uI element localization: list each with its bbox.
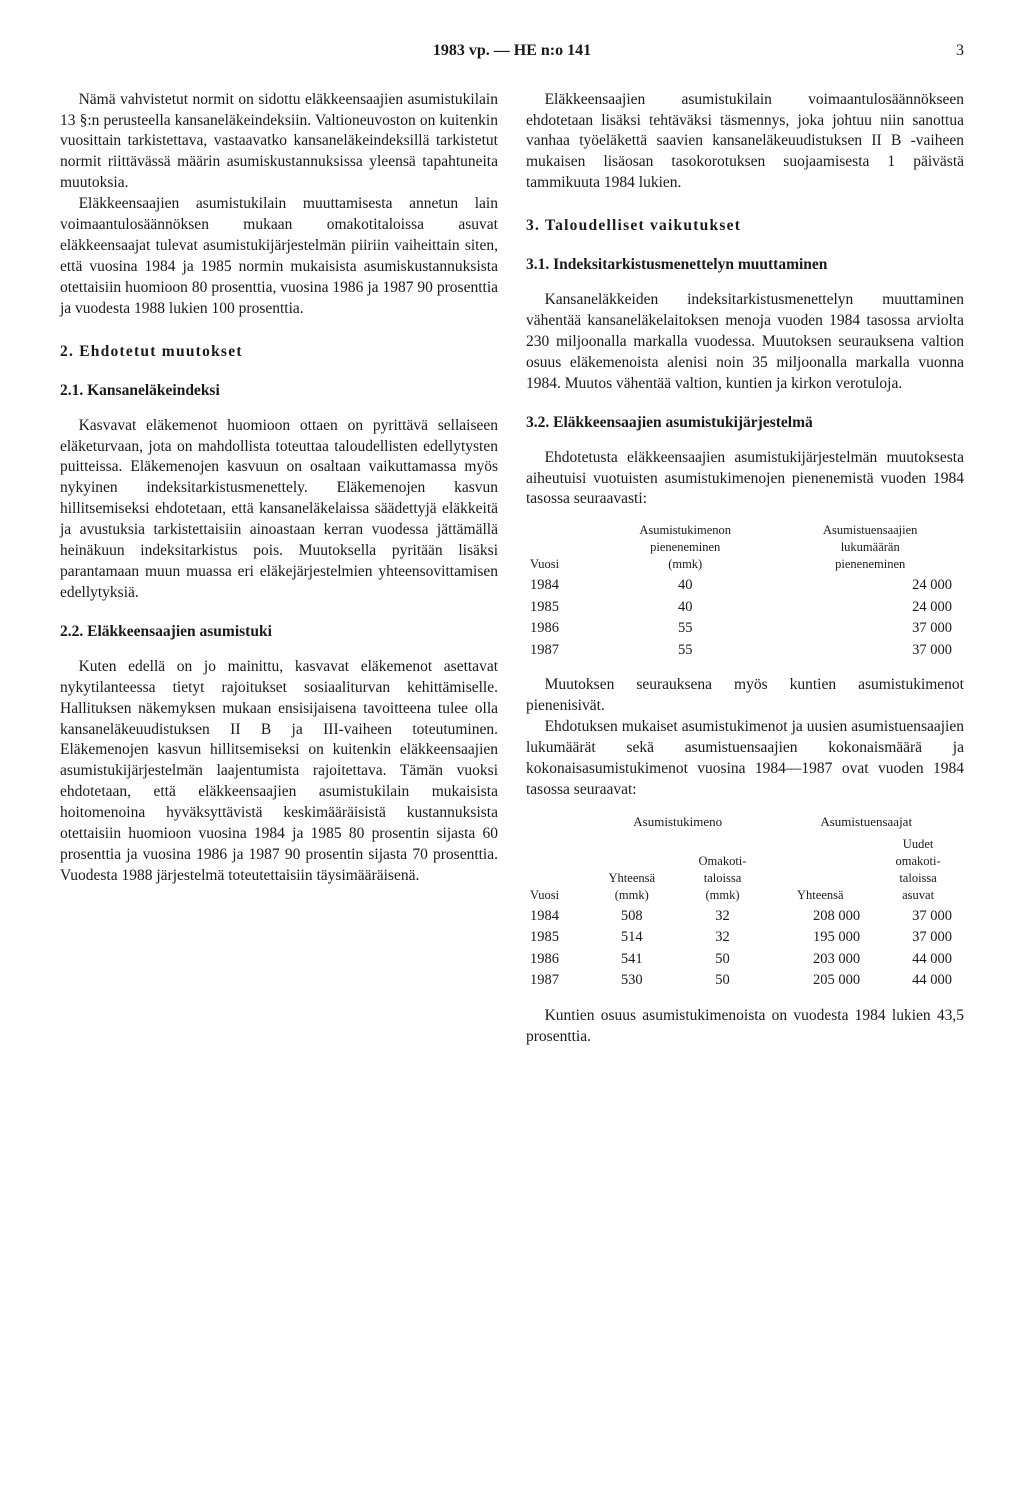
t1-header-col2: Asumistukimenon pieneneminen (mmk) — [594, 520, 776, 575]
table-row: 1987 530 50 205 000 44 000 — [526, 970, 964, 992]
header-title: 1983 vp. — HE n:o 141 — [433, 42, 591, 59]
table-row: 1984 508 32 208 000 37 000 — [526, 906, 964, 928]
table-1: Vuosi Asumistukimenon pieneneminen (mmk)… — [526, 520, 964, 661]
t2-header-c4: Yhteensä — [768, 834, 872, 906]
body-paragraph: Eläkkeensaajien asumistukilain muuttamis… — [60, 194, 498, 320]
t2-header-c2: Yhteensä (mmk) — [587, 834, 677, 906]
section-heading-3: 3. Taloudelliset vaikutukset — [526, 216, 964, 237]
table-row: 1985 40 24 000 — [526, 597, 964, 619]
right-column: Eläkkeensaajien asumistukilain voimaantu… — [526, 90, 964, 1048]
t2-group-header-2: Asumistuensaajat — [768, 811, 964, 835]
body-paragraph: Kuten edellä on jo mainittu, kasvavat el… — [60, 657, 498, 887]
t2-header-c5: Uudet omakoti- taloissa asuvat — [872, 834, 964, 906]
t1-header-col3: Asumistuensaajien lukumäärän pienenemine… — [776, 520, 964, 575]
table-row: 1986 55 37 000 — [526, 618, 964, 640]
page-header: 1983 vp. — HE n:o 141 3 — [60, 40, 964, 62]
body-paragraph: Kuntien osuus asumistukimenoista on vuod… — [526, 1006, 964, 1048]
table-row: 1986 541 50 203 000 44 000 — [526, 949, 964, 971]
t2-header-c3: Omakoti- taloissa (mmk) — [677, 834, 769, 906]
table-2: Asumistukimeno Asumistuensaajat Vuosi Yh… — [526, 811, 964, 992]
t2-header-year: Vuosi — [526, 834, 587, 906]
table-row: 1987 55 37 000 — [526, 640, 964, 662]
body-paragraph: Ehdotetusta eläkkeensaajien asumistukijä… — [526, 448, 964, 511]
table-row: 1985 514 32 195 000 37 000 — [526, 927, 964, 949]
subsection-heading-3-2: 3.2. Eläkkeensaajien asumistukijärjestel… — [526, 413, 964, 434]
table-row: 1984 40 24 000 — [526, 575, 964, 597]
t2-group-header-1: Asumistukimeno — [587, 811, 768, 835]
t1-header-year: Vuosi — [526, 520, 594, 575]
subsection-heading-2-2: 2.2. Eläkkeensaajien asumistuki — [60, 622, 498, 643]
subsection-heading-2-1: 2.1. Kansaneläkeindeksi — [60, 381, 498, 402]
two-column-layout: Nämä vahvistetut normit on sidottu eläkk… — [60, 90, 964, 1048]
left-column: Nämä vahvistetut normit on sidottu eläkk… — [60, 90, 498, 1048]
body-paragraph: Kansaneläkkeiden indeksitarkistusmenette… — [526, 290, 964, 395]
page-number: 3 — [956, 40, 964, 62]
subsection-heading-3-1: 3.1. Indeksitarkistusmenettelyn muuttami… — [526, 255, 964, 276]
body-paragraph: Nämä vahvistetut normit on sidottu eläkk… — [60, 90, 498, 195]
body-paragraph: Eläkkeensaajien asumistukilain voimaantu… — [526, 90, 964, 195]
body-paragraph: Kasvavat eläkemenot huomioon ottaen on p… — [60, 416, 498, 604]
body-paragraph: Muutoksen seurauksena myös kuntien asumi… — [526, 675, 964, 717]
section-heading-2: 2. Ehdotetut muutokset — [60, 342, 498, 363]
body-paragraph: Ehdotuksen mukaiset asumistukimenot ja u… — [526, 717, 964, 801]
